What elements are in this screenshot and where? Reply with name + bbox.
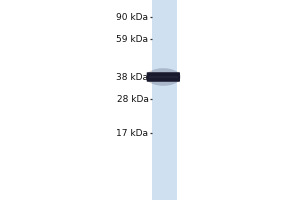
Bar	[152, 0, 177, 200]
Text: 38 kDa: 38 kDa	[116, 72, 148, 82]
FancyBboxPatch shape	[147, 72, 180, 82]
Bar	[149, 76, 178, 78]
Text: 17 kDa: 17 kDa	[116, 129, 148, 138]
Text: 90 kDa: 90 kDa	[116, 12, 148, 21]
Ellipse shape	[146, 68, 181, 86]
Text: 28 kDa: 28 kDa	[117, 95, 148, 104]
Text: 59 kDa: 59 kDa	[116, 34, 148, 44]
